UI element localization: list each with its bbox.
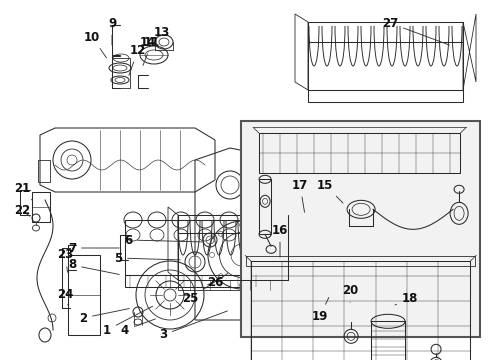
- Text: 19: 19: [312, 297, 329, 323]
- Text: 4: 4: [121, 319, 155, 337]
- Text: 27: 27: [382, 17, 449, 45]
- Text: 23: 23: [57, 248, 73, 272]
- Bar: [259, 133, 460, 173]
- Text: 5: 5: [114, 252, 180, 265]
- Bar: [38, 160, 50, 182]
- Text: 1: 1: [103, 306, 152, 337]
- Text: 26: 26: [207, 276, 223, 289]
- Text: 7: 7: [68, 242, 119, 255]
- Text: 2: 2: [79, 309, 129, 324]
- Text: 18: 18: [395, 292, 418, 305]
- Text: 13: 13: [154, 26, 170, 45]
- Bar: [32, 192, 50, 222]
- Bar: [112, 58, 130, 88]
- Bar: [371, 321, 405, 360]
- Text: 9: 9: [108, 17, 116, 45]
- Bar: [125, 220, 285, 275]
- Text: 21: 21: [14, 181, 32, 200]
- Text: 11: 11: [143, 36, 160, 66]
- Bar: [251, 261, 470, 360]
- Text: 16: 16: [272, 224, 288, 257]
- Text: 25: 25: [182, 274, 228, 305]
- Bar: [178, 280, 288, 290]
- Text: 3: 3: [159, 311, 227, 342]
- Text: 10: 10: [84, 31, 106, 58]
- Bar: [125, 275, 285, 287]
- Text: 22: 22: [14, 203, 30, 216]
- Text: 14: 14: [140, 36, 156, 52]
- Bar: [178, 215, 288, 233]
- Text: 15: 15: [317, 179, 343, 203]
- Bar: [259, 179, 271, 234]
- Bar: [246, 256, 475, 266]
- Text: 20: 20: [342, 284, 358, 302]
- Bar: [308, 22, 463, 42]
- Text: 17: 17: [292, 179, 308, 212]
- Text: 6: 6: [124, 234, 202, 247]
- Text: 12: 12: [129, 44, 146, 75]
- Bar: [308, 90, 463, 102]
- Bar: [68, 255, 100, 335]
- Bar: [241, 121, 480, 337]
- Text: 8: 8: [68, 258, 119, 274]
- Text: 24: 24: [57, 288, 73, 305]
